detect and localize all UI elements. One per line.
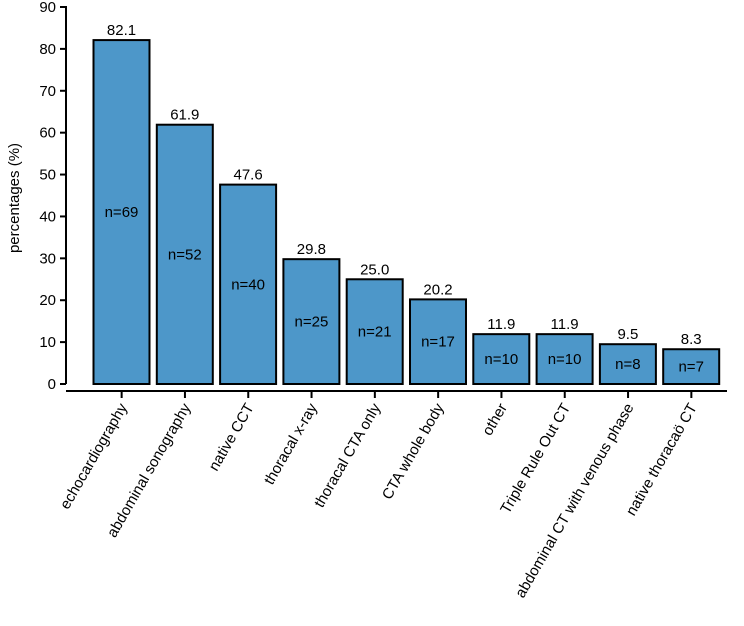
bar-count-label: n=17 — [421, 334, 455, 351]
bars-group: 82.1 n=69 61.9 n=52 47.6 n=40 29.8 n=25 25.0 n=21… — [92, 22, 721, 386]
bar-value-label: 9.5 — [617, 326, 638, 343]
bar-count-label: n=8 — [615, 356, 640, 373]
x-category-label: native CCT — [205, 401, 257, 474]
bar-count-label: n=25 — [295, 314, 329, 331]
bar-count-label: n=52 — [168, 246, 202, 263]
bar-value-label: 82.1 — [107, 22, 136, 39]
x-category-label: thoracal x-ray — [261, 400, 321, 488]
bar — [662, 348, 721, 385]
bar — [535, 333, 594, 385]
bar — [155, 123, 214, 386]
bar — [219, 183, 278, 385]
x-category-label: Triple Rule Out CT — [497, 401, 574, 517]
bar-count-label: n=69 — [105, 204, 139, 221]
x-category-label: other — [479, 401, 511, 439]
bar — [472, 333, 531, 385]
bar-value-label: 61.9 — [170, 107, 199, 124]
y-axis: 0 10 20 30 40 50 60 70 80 90 — [39, 0, 67, 393]
bar — [345, 278, 404, 385]
bar-count-label: n=10 — [548, 351, 582, 368]
y-tick-label: 90 — [39, 0, 56, 16]
bar-count-label: n=7 — [678, 359, 703, 376]
x-category-label: abdominal CT with venous phase — [512, 401, 637, 601]
y-axis-title: percentages (%) — [6, 143, 23, 253]
y-tick-label: 10 — [39, 334, 56, 351]
x-category-label: thoracal CTA only — [311, 400, 385, 510]
bar-value-label: 20.2 — [423, 281, 452, 298]
y-tick-label: 0 — [48, 376, 56, 393]
bar-value-label: 25.0 — [360, 261, 389, 278]
y-tick-label: 30 — [39, 250, 56, 267]
y-tick-label: 60 — [39, 125, 56, 142]
bar-count-label: n=21 — [358, 324, 392, 341]
bar — [282, 258, 341, 385]
y-tick-label: 80 — [39, 41, 56, 58]
bar-count-label: n=40 — [231, 276, 265, 293]
bar-value-label: 29.8 — [297, 241, 326, 258]
y-tick-label: 50 — [39, 167, 56, 184]
bar-value-label: 11.9 — [487, 316, 515, 333]
bar — [409, 298, 467, 385]
bar — [92, 39, 151, 385]
x-category-label: native thoracaö CT — [623, 401, 701, 519]
bar-value-label: 47.6 — [233, 167, 262, 184]
y-tick-label: 70 — [39, 83, 56, 100]
x-category-label: echocardiography — [57, 400, 132, 512]
y-tick-label: 40 — [39, 208, 56, 225]
bar-value-label: 8.3 — [681, 331, 702, 348]
x-category-label: CTA whole body — [379, 400, 448, 503]
bar-value-label: 11.9 — [551, 316, 579, 333]
bar-count-label: n=10 — [484, 351, 518, 368]
bar — [598, 343, 657, 386]
y-tick-label: 20 — [39, 292, 56, 309]
